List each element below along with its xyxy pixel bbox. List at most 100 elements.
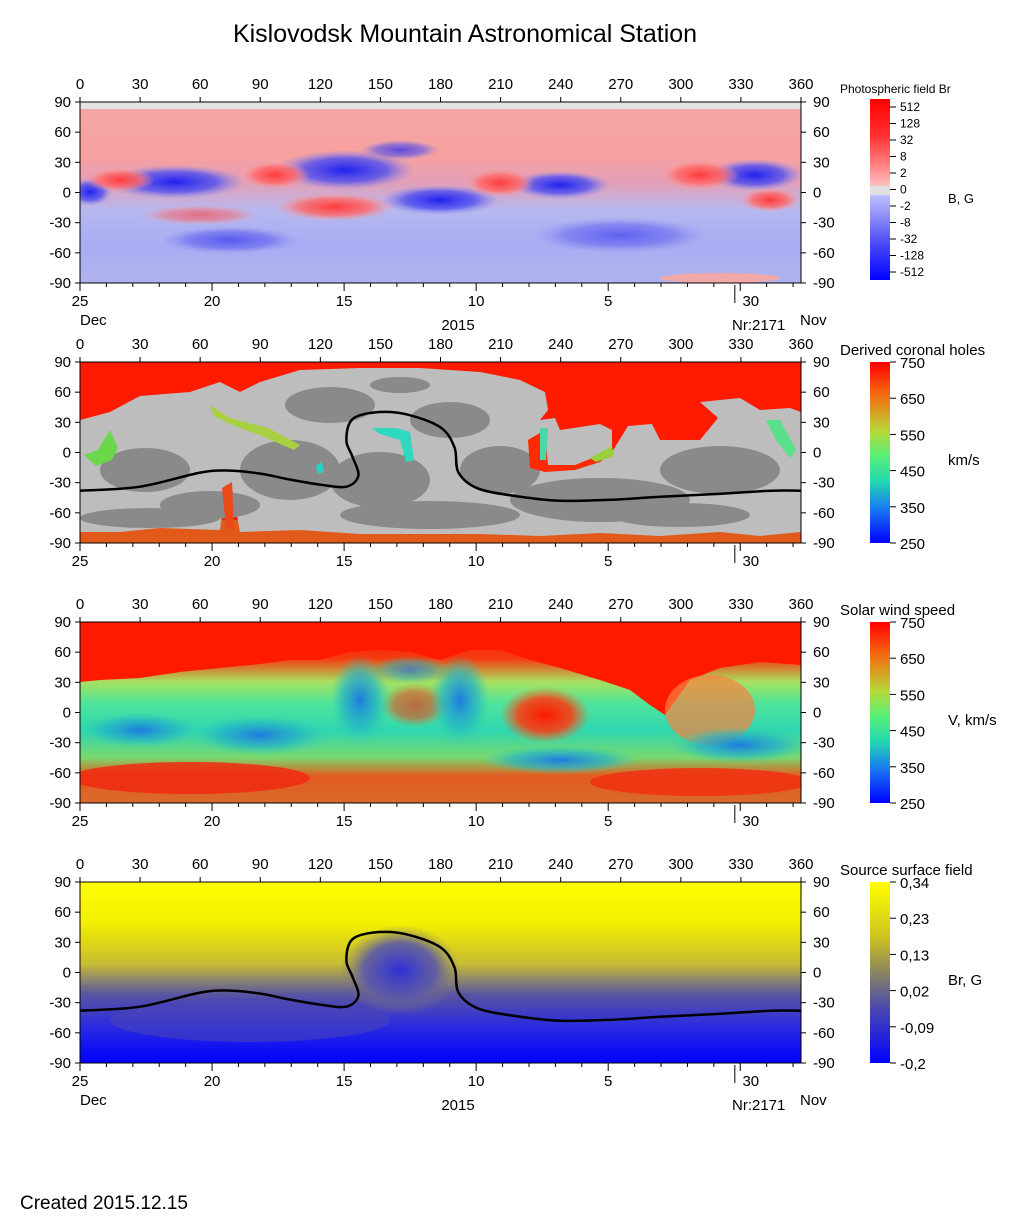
lon-tick-label: 60 [192, 596, 209, 613]
lon-tick-label: 300 [668, 336, 693, 353]
lon-tick-label: 210 [488, 596, 513, 613]
lon-tick-label: 360 [788, 76, 813, 93]
lon-tick-label: 60 [192, 76, 209, 93]
day-tick-label: 30 [742, 813, 759, 830]
colorbar-tick-label: 650 [900, 391, 925, 408]
colorbar-tick-label: 250 [900, 536, 925, 553]
month-right: Nov [800, 312, 827, 329]
colorbar-tick-label: 8 [900, 150, 907, 164]
lon-tick-label: 30 [132, 336, 149, 353]
lat-tick-label-right: 90 [813, 874, 830, 891]
colorbar-tick-label: -0,2 [900, 1056, 926, 1073]
colorbar-tick-label: 0,13 [900, 947, 929, 964]
coronal-title: Derived coronal holes [840, 342, 985, 359]
lon-tick-label: 0 [76, 856, 84, 873]
lon-tick-label: 90 [252, 76, 269, 93]
day-tick-label: 30 [742, 1073, 759, 1090]
lon-tick-label: 90 [252, 336, 269, 353]
day-tick-label: 15 [336, 1073, 353, 1090]
day-tick-label: 25 [72, 553, 89, 570]
lat-tick-label-right: -60 [813, 505, 835, 522]
lon-tick-label: 240 [548, 856, 573, 873]
lat-tick-label-right: 30 [813, 414, 830, 431]
lon-tick-label: 300 [668, 856, 693, 873]
colorbar-tick-label: 0,23 [900, 911, 929, 928]
day-tick-label: 10 [468, 813, 485, 830]
colorbar-tick-label: 650 [900, 651, 925, 668]
lon-tick-label: 90 [252, 856, 269, 873]
lat-tick-label-left: 0 [63, 185, 71, 202]
day-tick-label: 20 [204, 553, 221, 570]
colorbar-tick-label: -128 [900, 249, 924, 263]
lat-tick-label-left: 0 [63, 965, 71, 982]
lon-tick-label: 270 [608, 76, 633, 93]
colorbar-tick-label: -0,09 [900, 1020, 934, 1037]
lat-tick-label-right: -90 [813, 535, 835, 552]
lat-tick-label-left: -30 [49, 475, 71, 492]
lat-tick-label-left: 60 [54, 124, 71, 141]
lat-tick-label-right: 30 [813, 154, 830, 171]
lon-tick-label: 210 [488, 336, 513, 353]
colorbar-tick-label: 2 [900, 166, 907, 180]
lat-tick-label-left: 30 [54, 934, 71, 951]
lon-tick-label: 180 [428, 596, 453, 613]
lat-tick-label-left: -60 [49, 1025, 71, 1042]
colorbar-tick-label: 750 [900, 355, 925, 372]
colorbar-tick-label: 512 [900, 100, 920, 114]
lat-tick-label-left: 90 [54, 94, 71, 111]
lat-tick-label-right: 0 [813, 705, 821, 722]
created-date: Created 2015.12.15 [20, 1193, 188, 1214]
lat-tick-label-left: 60 [54, 904, 71, 921]
rotation-number: Nr:2171 [732, 1097, 785, 1114]
lon-tick-label: 210 [488, 76, 513, 93]
lat-tick-label-left: -30 [49, 995, 71, 1012]
lon-tick-label: 0 [76, 76, 84, 93]
lat-tick-label-left: -90 [49, 275, 71, 292]
lat-tick-label-left: -90 [49, 795, 71, 812]
lon-tick-label: 30 [132, 856, 149, 873]
month-left: Dec [80, 1092, 107, 1109]
coronal-unit: km/s [948, 452, 980, 469]
lon-tick-label: 60 [192, 856, 209, 873]
lat-tick-label-left: 30 [54, 674, 71, 691]
lat-tick-label-left: -30 [49, 735, 71, 752]
neutral-line-source [79, 930, 802, 1023]
colorbar-tick-label: 550 [900, 687, 925, 704]
lat-tick-label-right: 30 [813, 934, 830, 951]
lon-tick-label: 150 [368, 76, 393, 93]
colorbar-tick-label: -2 [900, 199, 911, 213]
coronal-holes-map [80, 362, 801, 543]
lat-tick-label-left: 90 [54, 874, 71, 891]
lon-tick-label: 120 [308, 596, 333, 613]
day-tick-label: 25 [72, 293, 89, 310]
day-tick-label: 30 [742, 293, 759, 310]
rotation-number: Nr:2171 [732, 317, 785, 334]
lat-tick-label-left: 0 [63, 705, 71, 722]
lat-tick-label-left: -90 [49, 1055, 71, 1072]
lat-tick-label-right: -60 [813, 765, 835, 782]
source-surface-map [80, 882, 801, 1063]
source-unit: Br, G [948, 972, 982, 989]
lon-tick-label: 0 [76, 596, 84, 613]
lon-tick-label: 0 [76, 336, 84, 353]
lon-tick-label: 330 [728, 596, 753, 613]
source-title: Source surface field [840, 862, 973, 879]
lon-tick-label: 270 [608, 856, 633, 873]
lat-tick-label-right: 60 [813, 644, 830, 661]
lat-tick-label-right: -30 [813, 735, 835, 752]
lat-tick-label-right: 90 [813, 614, 830, 631]
colorbar-tick-label: 0 [900, 183, 907, 197]
lon-tick-label: 150 [368, 856, 393, 873]
day-tick-label: 5 [604, 293, 612, 310]
colorbar-source: Source surface field Br, G 0,34 0,23 0,13 0… [840, 862, 982, 1073]
lon-tick-label: 30 [132, 76, 149, 93]
colorbar-tick-label: 450 [900, 724, 925, 741]
page-title: Kislovodsk Mountain Astronomical Station [232, 20, 698, 48]
colorbar-tick-label: 128 [900, 117, 920, 131]
lat-tick-label-left: 0 [63, 445, 71, 462]
lon-tick-label: 180 [428, 76, 453, 93]
neutral-lines [79, 410, 802, 1023]
day-tick-label: 30 [742, 553, 759, 570]
lat-tick-label-right: -60 [813, 1025, 835, 1042]
